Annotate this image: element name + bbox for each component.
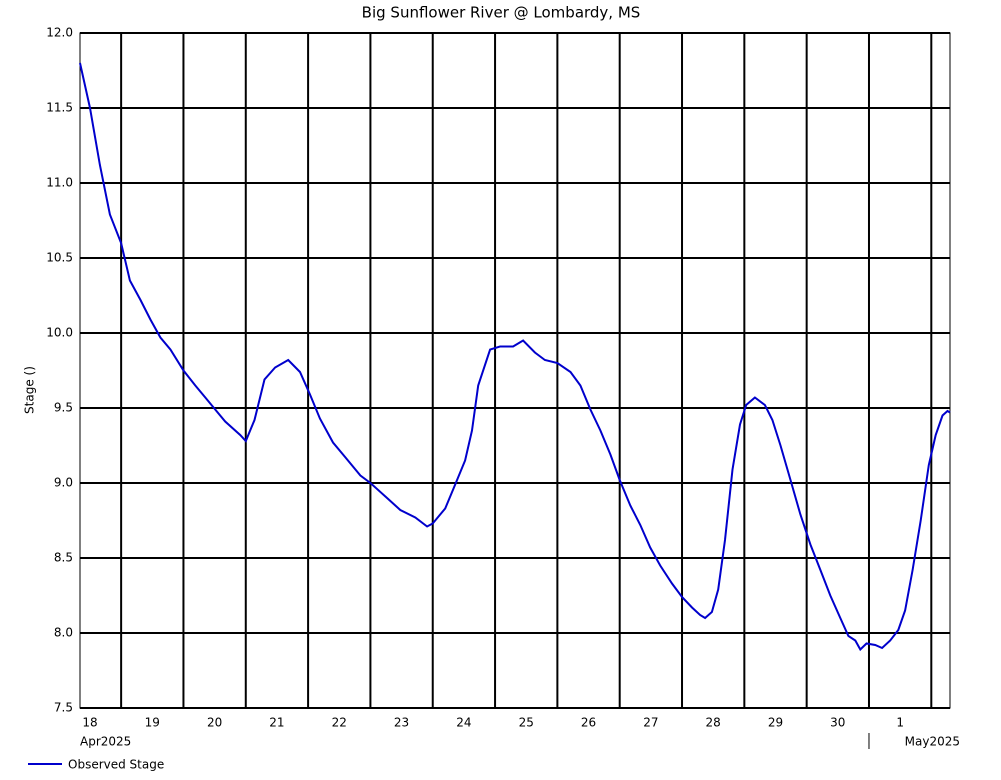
y-tick-label: 8.5 <box>54 551 73 565</box>
month-label: Apr2025 <box>80 735 131 749</box>
x-tick-label: 20 <box>207 716 222 730</box>
x-tick-label: 22 <box>332 716 347 730</box>
y-tick-label: 10.5 <box>46 251 73 265</box>
x-tick-label: 24 <box>456 716 471 730</box>
chart-title: Big Sunflower River @ Lombardy, MS <box>362 4 641 22</box>
x-tick-label: 28 <box>706 716 721 730</box>
month-label: May2025 <box>905 735 960 749</box>
x-tick-label: 25 <box>519 716 534 730</box>
x-tick-label: 30 <box>830 716 845 730</box>
x-tick-label: 1 <box>896 716 904 730</box>
x-tick-label: 27 <box>643 716 658 730</box>
y-tick-label: 7.5 <box>54 701 73 715</box>
y-axis-label: Stage () <box>23 366 37 414</box>
y-tick-label: 12.0 <box>46 26 73 40</box>
plot-frame <box>79 32 951 709</box>
y-tick-label: 10.0 <box>46 326 73 340</box>
x-tick-label: 26 <box>581 716 596 730</box>
y-tick-label: 9.5 <box>54 401 73 415</box>
y-tick-label: 9.0 <box>54 476 73 490</box>
x-tick-label: 29 <box>768 716 783 730</box>
x-tick-label: 23 <box>394 716 409 730</box>
y-tick-label: 11.0 <box>46 176 73 190</box>
data-line <box>79 62 951 652</box>
x-tick-label: 18 <box>82 716 97 730</box>
y-tick-label: 8.0 <box>54 626 73 640</box>
legend-label: Observed Stage <box>68 758 164 772</box>
x-tick-label: 19 <box>145 716 160 730</box>
x-tick-label: 21 <box>269 716 284 730</box>
y-tick-label: 11.5 <box>46 101 73 115</box>
